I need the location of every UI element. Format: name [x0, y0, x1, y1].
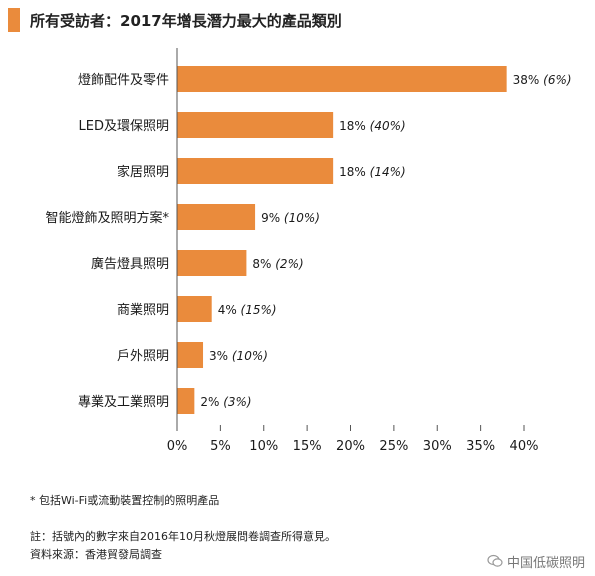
value-label: 18%: [339, 165, 370, 179]
value-label: 2%: [200, 395, 223, 409]
footnote-source: 資料來源：香港貿發局調查: [30, 548, 162, 561]
value-label: 8%: [252, 257, 275, 271]
x-tick-label: 35%: [466, 439, 495, 454]
x-tick-label: 15%: [293, 439, 322, 454]
chart-header: 所有受訪者：2017年增長潛力最大的產品類別: [8, 8, 587, 34]
chart-title: 所有受訪者：2017年增長潛力最大的產品類別: [30, 12, 342, 30]
title-accent-bar: [8, 8, 20, 32]
data-label: 9% (10%): [261, 211, 320, 225]
bar: [177, 158, 334, 184]
prior-survey-label: (6%): [543, 73, 571, 87]
prior-survey-label: (10%): [284, 211, 320, 225]
prior-survey-label: (10%): [232, 349, 268, 363]
prior-survey-label: (14%): [370, 165, 406, 179]
bar: [177, 250, 247, 276]
x-tick-label: 25%: [379, 439, 408, 454]
bar: [177, 388, 195, 414]
data-label: 38% (6%): [513, 73, 572, 87]
x-tick-label: 40%: [510, 439, 539, 454]
data-label: 3% (10%): [209, 349, 268, 363]
x-tick-label: 10%: [249, 439, 278, 454]
x-tick-label: 20%: [336, 439, 365, 454]
prior-survey-label: (2%): [275, 257, 303, 271]
wechat-icon: [487, 554, 503, 567]
value-label: 18%: [339, 119, 370, 133]
data-label: 18% (14%): [339, 165, 406, 179]
prior-survey-label: (40%): [370, 119, 406, 133]
watermark: 中国低碳照明: [487, 552, 585, 571]
data-label: 4% (15%): [218, 303, 277, 317]
footnote-note: 註：括號內的數字來自2016年10月秋燈展問卷調查所得意見。: [30, 530, 336, 543]
data-label: 8% (2%): [252, 257, 303, 271]
category-label: 商業照明: [117, 302, 169, 318]
watermark-text: 中国低碳照明: [506, 555, 585, 571]
category-label: LED及環保照明: [79, 119, 169, 134]
bar: [177, 66, 507, 92]
bar: [177, 204, 256, 230]
bar-chart: 燈飾配件及零件 38% (6%) LED及環保照明 18% (40%) 家居照明 18% …: [45, 48, 572, 454]
category-label: 廣告燈具照明: [91, 257, 169, 272]
value-label: 9%: [261, 211, 284, 225]
category-label: 專業及工業照明: [78, 394, 169, 410]
bar: [177, 112, 334, 138]
value-label: 38%: [513, 73, 544, 87]
prior-survey-label: (3%): [223, 395, 251, 409]
category-label: 智能燈飾及照明方案*: [45, 210, 169, 226]
category-label: 家居照明: [117, 164, 169, 180]
category-label: 燈飾配件及零件: [78, 73, 169, 88]
x-tick-label: 5%: [210, 439, 231, 454]
bar: [177, 342, 204, 368]
x-tick-label: 0%: [167, 439, 188, 454]
bar: [177, 296, 212, 322]
prior-survey-label: (15%): [241, 303, 277, 317]
data-label: 2% (3%): [200, 395, 251, 409]
value-label: 3%: [209, 349, 232, 363]
category-label: 戶外照明: [117, 349, 169, 364]
value-label: 4%: [218, 303, 241, 317]
data-label: 18% (40%): [339, 119, 406, 133]
x-tick-label: 30%: [423, 439, 452, 454]
footnote-asterisk: * 包括Wi-Fi或流動裝置控制的照明產品: [30, 494, 220, 507]
